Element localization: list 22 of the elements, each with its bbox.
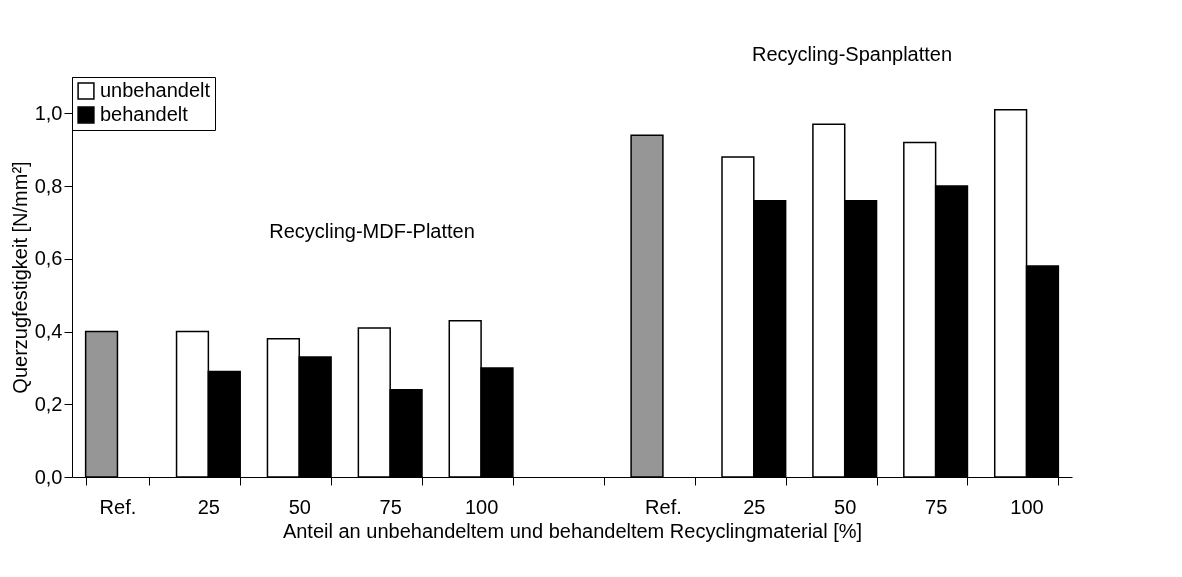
- text: Recycling-Spanplatten: [751, 43, 953, 65]
- y-tick-label: 0,4: [34, 320, 63, 343]
- x-tick-label: Ref.: [645, 495, 682, 518]
- x-tick-label: Ref.: [99, 495, 137, 518]
- legend-label: unbehandelt: [100, 79, 211, 101]
- legend-label: behandelt: [100, 103, 189, 125]
- x-tick-label: 50: [288, 495, 311, 518]
- y-tick-label: 0,2: [34, 392, 63, 415]
- x-axis-title: Anteil an unbehandeltem und behandeltem Recyclingmaterial [%]: [282, 519, 863, 542]
- x-tick-label: 50: [834, 495, 857, 518]
- x-tick-label: 25: [197, 495, 220, 518]
- x-tick-label: 100: [464, 495, 499, 518]
- y-tick-label: 0,8: [34, 174, 63, 197]
- x-tick-label: 100: [1010, 495, 1044, 518]
- annotation: Recycling-MDF-Platten: [269, 220, 475, 242]
- x-tick-label: 25: [743, 495, 766, 518]
- y-axis-title: Querzugfestigkeit [N/mm²]: [8, 161, 31, 394]
- y-tick-label: 0,6: [34, 247, 63, 270]
- x-tick-label: 75: [925, 495, 948, 518]
- x-tick-label: 75: [379, 495, 402, 518]
- y-tick-label: 1,0: [34, 101, 63, 124]
- y-tick-label: 0,0: [34, 465, 63, 488]
